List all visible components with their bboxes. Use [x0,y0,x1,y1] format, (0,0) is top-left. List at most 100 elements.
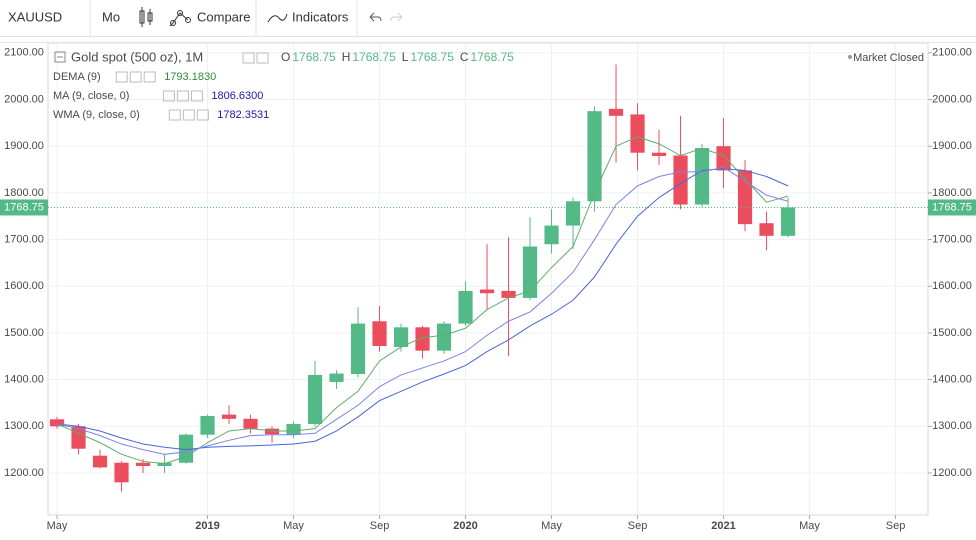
candle-body [673,155,688,205]
ohlc-value: 1768.75 [471,50,515,64]
ohlc-value: 1768.75 [410,50,454,64]
candle-body [157,462,172,466]
collapse-icon[interactable] [54,51,66,63]
candle-body [759,223,774,236]
candle-body [114,462,129,483]
x-tick-label: Sep [886,520,906,532]
legend-icon [143,71,156,83]
interval[interactable]: Mo [102,9,120,24]
candle-body [393,327,409,347]
legend-icon [115,71,128,83]
candle-body [243,418,258,429]
grid [48,43,928,515]
redo-button[interactable] [390,12,403,22]
legend-value: 1793.1830 [164,71,216,83]
y2-tick-label: 1200.00 [932,467,972,479]
candle-body [522,246,538,298]
candle-body [651,152,667,156]
y-tick-label: 1900.00 [4,140,44,152]
legend-icon [129,71,142,83]
candle-body [716,146,731,171]
candle-body [178,434,194,463]
candle-body [544,225,559,245]
candle-body [501,290,516,298]
last-price-label: 1768.75 [932,201,972,213]
y-tick-label: 1200.00 [4,467,44,479]
x-tick-label: May [799,520,820,532]
plot [48,64,928,492]
last-price-label: 1768.75 [4,201,44,213]
market-status: Market Closed [853,52,924,64]
candle-body [221,414,237,419]
undo-button[interactable] [369,12,382,22]
symbol[interactable]: XAUUSD [8,9,62,24]
candle-body [587,111,602,202]
ohlc-label: H [342,50,351,64]
y2-tick-label: 1800.00 [932,187,972,199]
y2-tick-label: 1700.00 [932,233,972,245]
indicators-button[interactable]: Indicators [292,9,349,24]
indicators-icon[interactable] [267,13,288,23]
x-tick-label: 2021 [711,520,735,532]
header-icon [242,52,255,64]
candle-icon[interactable] [139,7,153,27]
ohlc-label: C [460,50,469,64]
candle-body [415,327,430,351]
x-tick-label: Sep [628,520,648,532]
candle-body [49,419,65,427]
candle-body [329,373,344,382]
candle-body [372,321,387,346]
y-tick-label: 1500.00 [4,327,44,339]
x-tick-label: May [283,520,304,532]
y-tick-label: 1700.00 [4,233,44,245]
candle-body [694,148,710,205]
candle-body [608,108,624,116]
ohlc-value: 1768.75 [292,50,336,64]
compare-button[interactable]: Compare [197,9,250,24]
x-tick-label: May [47,520,68,532]
labels: 1200.00 1200.00 1300.00 1300.00 1400.00 1400.… [0,47,976,532]
y2-tick-label: 1300.00 [932,420,972,432]
toolbar [0,0,976,36]
candle-body [350,323,366,375]
candle-body [286,423,301,435]
y2-tick-label: 1900.00 [932,140,972,152]
last-price-tag [928,199,976,216]
y-tick-label: 1600.00 [4,280,44,292]
legend-icon [196,109,209,121]
candle-body [436,323,452,351]
legend-icon [168,109,181,121]
indicator-line [56,166,789,455]
legend-icon [182,109,195,121]
indicator-line [56,168,789,451]
ohlc-label: O [281,50,290,64]
legend-value: 1782.3531 [217,109,269,121]
candle-body [200,416,215,435]
ohlc-value: 1768.75 [352,50,396,64]
y-tick-label: 1400.00 [4,374,44,386]
compare-icon[interactable] [169,10,191,27]
y2-tick-label: 1400.00 [932,374,972,386]
y-tick-label: 1800.00 [4,187,44,199]
x-tick-label: 2019 [195,520,219,532]
candle-body [565,201,581,226]
candle-body [92,455,108,468]
x-tick-label: Sep [370,520,390,532]
y-tick-label: 2100.00 [4,47,44,59]
legend-value: 1806.6300 [211,90,263,102]
candle-body [458,290,473,324]
legend-icon [190,90,203,102]
y2-tick-label: 1500.00 [932,327,972,339]
last-price-tag [0,199,48,216]
indicator-line [56,136,789,465]
candle-body [71,426,86,449]
candle-body [780,207,796,236]
candle-body [135,462,151,466]
y2-tick-label: 1600.00 [932,280,972,292]
chart-title: Gold spot (500 oz), 1M [71,49,203,64]
y2-tick-label: 2000.00 [932,93,972,105]
x-tick-label: 2020 [453,520,477,532]
x-tick-label: May [541,520,562,532]
y2-tick-label: 2100.00 [932,47,972,59]
